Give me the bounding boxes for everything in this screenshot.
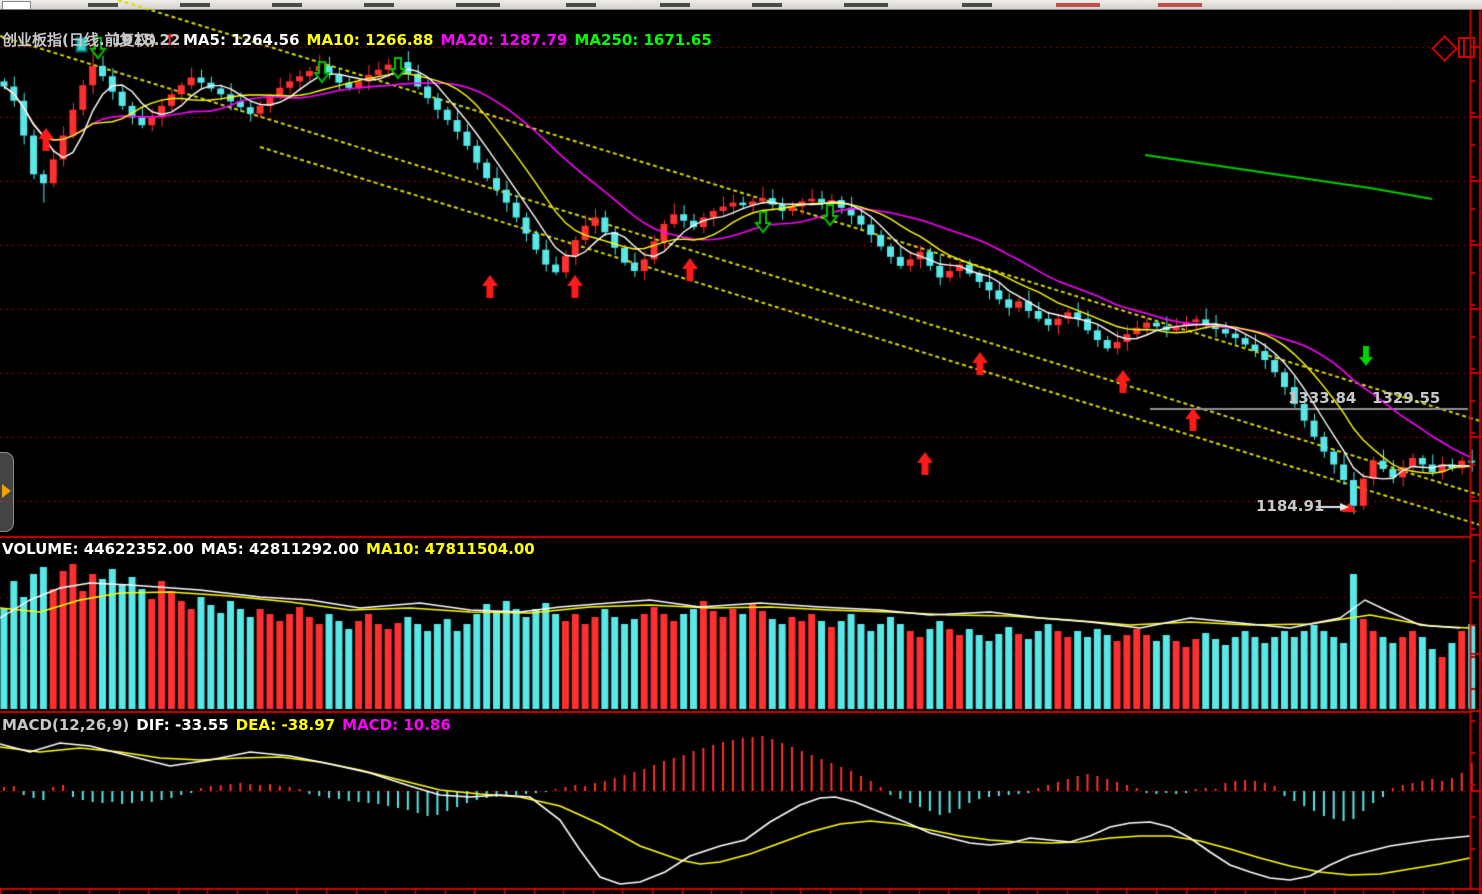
ma250-value[interactable]: MA250: 1671.65 <box>574 31 712 49</box>
volume-indicator-header: VOLUME: 44622352.00 MA5: 42811292.00 MA10:… <box>2 540 542 558</box>
sidebar-flyout-handle[interactable] <box>0 452 14 532</box>
volume-ma5-value[interactable]: MA5: 42811292.00 <box>200 540 360 558</box>
symbol-title: 创业板指(日线.前复权) <box>2 31 157 49</box>
dea-value[interactable]: DEA: -38.97 <box>235 716 336 734</box>
level-price-label-a: 1333.84 <box>1288 389 1357 407</box>
macd-name[interactable]: MACD(12,26,9) <box>2 716 130 734</box>
dif-value[interactable]: DIF: -33.55 <box>136 716 229 734</box>
volume-value[interactable]: VOLUME: 44622352.00 <box>2 540 194 558</box>
level-price-label-b: 1329.55 <box>1372 389 1441 407</box>
macd-value[interactable]: MACD: 10.86 <box>342 716 451 734</box>
expand-arrow-icon <box>2 484 11 498</box>
macd-indicator-header: MACD(12,26,9) DIF: -33.55 DEA: -38.97 MACD:… <box>2 716 458 734</box>
trend-up-icon: ↑ <box>163 31 176 49</box>
peak-price-label: 1918.22 <box>112 31 181 49</box>
restore-window-icon[interactable] <box>1458 37 1475 58</box>
main-indicator-header: 创业板指(日线.前复权) ↑ MA5: 1264.56 MA10: 1266.88 MA… <box>2 29 719 50</box>
volume-ma10-value[interactable]: MA10: 47811504.00 <box>366 540 535 558</box>
ma20-value[interactable]: MA20: 1287.79 <box>440 31 568 49</box>
ma10-value[interactable]: MA10: 1266.88 <box>306 31 434 49</box>
trough-price-label: 1184.91 <box>1256 497 1325 515</box>
ma5-value[interactable]: MA5: 1264.56 <box>183 31 300 49</box>
